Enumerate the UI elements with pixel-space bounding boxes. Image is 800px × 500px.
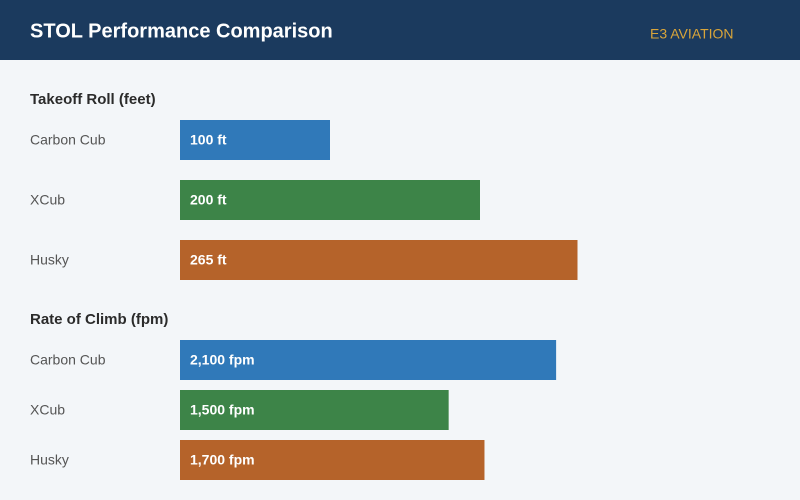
section-title: Rate of Climb (fpm) <box>30 311 168 328</box>
value-label: 1,500 fpm <box>190 402 255 418</box>
value-label: 2,100 fpm <box>190 352 255 368</box>
value-label: 200 ft <box>190 192 227 208</box>
bar <box>180 340 557 380</box>
value-label: 1,700 fpm <box>190 452 255 468</box>
category-label: XCub <box>30 192 65 208</box>
value-label: 100 ft <box>190 132 227 148</box>
brand: E3 AVIATION <box>650 26 734 42</box>
bar <box>180 120 330 160</box>
category-label: Carbon Cub <box>30 352 106 368</box>
category-label: Husky <box>30 452 69 468</box>
header-bar <box>0 0 800 60</box>
section-title: Takeoff Roll (feet) <box>30 91 156 108</box>
category-label: Carbon Cub <box>30 132 106 148</box>
category-label: Husky <box>30 252 69 268</box>
bar <box>180 180 480 220</box>
value-label: 265 ft <box>190 252 227 268</box>
category-label: XCub <box>30 402 65 418</box>
bar <box>180 390 449 430</box>
page-title: STOL Performance Comparison <box>30 20 333 42</box>
bar <box>180 240 578 280</box>
bar <box>180 440 485 480</box>
